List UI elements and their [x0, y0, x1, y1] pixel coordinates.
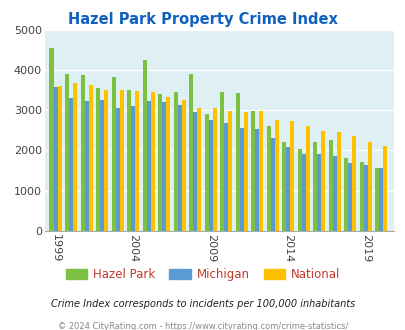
Bar — [259, 112, 263, 231]
Bar — [84, 101, 88, 231]
Bar — [115, 108, 119, 231]
Bar — [343, 158, 347, 231]
Bar — [375, 168, 378, 231]
Bar — [142, 60, 146, 231]
Bar — [274, 120, 278, 231]
Bar — [359, 162, 363, 231]
Bar — [119, 90, 124, 231]
Bar — [173, 92, 177, 231]
Legend: Hazel Park, Michigan, National: Hazel Park, Michigan, National — [61, 263, 344, 286]
Bar — [352, 136, 356, 231]
Bar — [220, 92, 224, 231]
Bar — [281, 143, 286, 231]
Bar — [127, 90, 131, 231]
Bar — [321, 131, 324, 231]
Bar — [73, 83, 77, 231]
Bar — [150, 92, 154, 231]
Bar — [328, 140, 332, 231]
Bar — [65, 74, 69, 231]
Bar — [235, 92, 239, 231]
Bar — [69, 98, 73, 231]
Bar — [131, 106, 135, 231]
Bar — [104, 90, 108, 231]
Bar — [100, 100, 104, 231]
Bar — [228, 111, 232, 231]
Bar — [49, 48, 53, 231]
Bar — [270, 138, 274, 231]
Text: Hazel Park Property Crime Index: Hazel Park Property Crime Index — [68, 12, 337, 26]
Bar — [177, 105, 181, 231]
Bar — [367, 143, 371, 231]
Bar — [317, 154, 321, 231]
Bar — [290, 121, 294, 231]
Bar — [301, 154, 305, 231]
Bar — [158, 94, 162, 231]
Bar — [243, 112, 247, 231]
Bar — [181, 100, 185, 231]
Bar — [224, 123, 228, 231]
Bar — [58, 86, 62, 231]
Bar — [146, 101, 150, 231]
Bar — [53, 87, 58, 231]
Bar — [313, 142, 317, 231]
Bar — [204, 114, 208, 231]
Text: Crime Index corresponds to incidents per 100,000 inhabitants: Crime Index corresponds to incidents per… — [51, 299, 354, 309]
Bar — [251, 112, 255, 231]
Bar — [266, 126, 270, 231]
Bar — [197, 108, 201, 231]
Bar — [363, 165, 367, 231]
Bar — [208, 120, 212, 231]
Bar — [332, 156, 336, 231]
Bar — [193, 112, 197, 231]
Bar — [297, 149, 301, 231]
Bar — [162, 102, 166, 231]
Bar — [255, 129, 259, 231]
Bar — [347, 163, 352, 231]
Bar — [166, 97, 170, 231]
Bar — [286, 147, 290, 231]
Bar — [336, 132, 340, 231]
Text: © 2024 CityRating.com - https://www.cityrating.com/crime-statistics/: © 2024 CityRating.com - https://www.city… — [58, 322, 347, 330]
Bar — [382, 146, 386, 231]
Bar — [111, 77, 115, 231]
Bar — [378, 168, 382, 231]
Bar — [305, 126, 309, 231]
Bar — [239, 127, 243, 231]
Bar — [96, 88, 100, 231]
Bar — [80, 75, 84, 231]
Bar — [212, 108, 216, 231]
Bar — [88, 85, 92, 231]
Bar — [189, 74, 193, 231]
Bar — [135, 91, 139, 231]
